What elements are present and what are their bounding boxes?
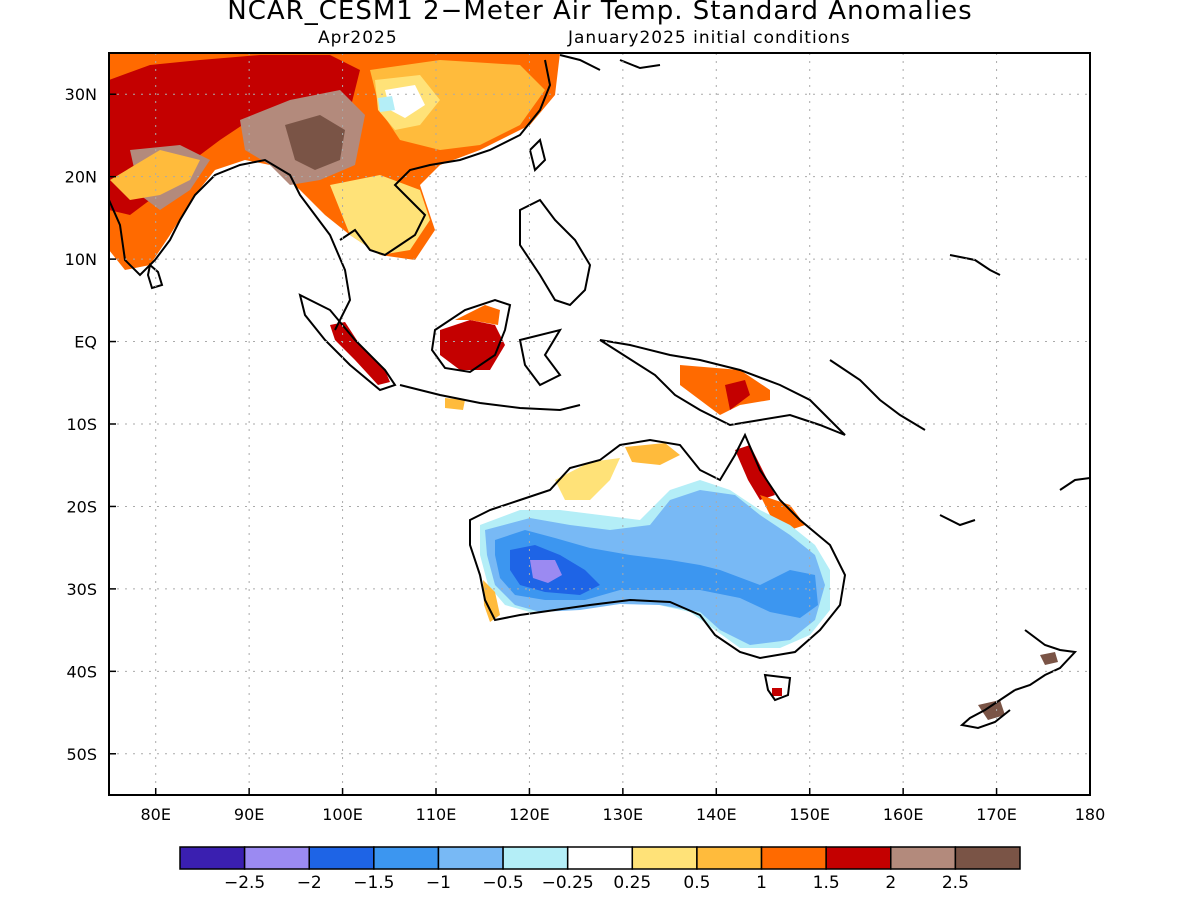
colorbar-swatch (243, 846, 310, 870)
anomaly-region-australia-north-moderate (625, 443, 680, 465)
longitude-axis: 80E 90E 100E 110E 120E 130E 140E 150E 160E 170E 18… (140, 788, 1105, 824)
anomaly-region-queensland-coast (760, 495, 805, 530)
colorbar-swatch (179, 846, 246, 870)
anomaly-region-nz-south (978, 700, 1005, 720)
colorbar-label: 2.5 (942, 873, 969, 893)
chart-title: NCAR_CESM1 2−Meter Air Temp. Standard An… (227, 0, 973, 26)
forecast-month: Apr2025 (318, 28, 398, 48)
colorbar-swatch (825, 846, 892, 870)
colorbar-label: −1.5 (353, 873, 394, 893)
colorbar-swatch (954, 846, 1021, 870)
lon-tick-label: 160E (883, 805, 924, 824)
lat-tick-label: 30S (66, 580, 97, 599)
colorbar-label: −0.5 (482, 873, 523, 893)
lat-tick-label: 20S (66, 497, 97, 516)
lat-tick-label: 10S (66, 415, 97, 434)
anomaly-region-australia-north-weak (555, 458, 620, 500)
colorbar-swatch (373, 846, 440, 870)
lon-tick-label: 110E (416, 805, 457, 824)
colorbar: −2.5 −2 −1.5 −1 −0.5 −0.25 0.25 0.5 1 1.5 2 2.5 (179, 846, 1021, 893)
colorbar-label: 1.5 (813, 873, 840, 893)
lat-tick-label: 50S (66, 745, 97, 764)
lat-tick-label: 10N (65, 250, 97, 269)
colorbar-label: −1 (426, 873, 451, 893)
lat-tick-label: 40S (66, 662, 97, 681)
colorbar-label: −0.25 (542, 873, 594, 893)
lat-tick-label: 20N (65, 168, 97, 187)
colorbar-swatch (631, 846, 698, 870)
lon-tick-label: 130E (603, 805, 644, 824)
anomaly-region-australia-mid-blue (495, 530, 818, 618)
lon-tick-label: 150E (789, 805, 830, 824)
lon-tick-label: 80E (140, 805, 170, 824)
anomaly-region-borneo-ring (455, 305, 500, 325)
lat-tick-label: 30N (65, 85, 97, 104)
anomaly-region-australia-sw-warm (483, 580, 500, 622)
anomaly-region-australia-purple (530, 560, 562, 583)
anomaly-region-china-neutral (385, 85, 425, 118)
latitude-axis: 30N 20N 10N EQ 10S 20S 30S 40S 50S (65, 85, 116, 764)
colorbar-swatch (437, 846, 504, 870)
colorbar-label: 0.25 (613, 873, 651, 893)
colorbar-swatch (566, 846, 634, 870)
anomaly-region-borneo-strong (440, 320, 505, 370)
colorbar-label: 1 (756, 873, 767, 893)
anomaly-region-java (445, 398, 465, 410)
anomaly-region-tibet-core (285, 115, 345, 170)
lon-tick-label: 140E (696, 805, 737, 824)
colorbar-swatch (890, 846, 957, 870)
anomaly-region-mainland-north (110, 150, 200, 200)
lon-tick-label: 180 (1075, 805, 1106, 824)
lon-tick-label: 100E (322, 805, 363, 824)
colorbar-label: −2.5 (224, 873, 265, 893)
colorbar-swatch (696, 846, 763, 870)
lat-tick-label: EQ (74, 333, 97, 352)
anomaly-region-new-guinea (680, 365, 770, 415)
map-content (109, 53, 1090, 730)
lon-tick-label: 120E (509, 805, 550, 824)
anomaly-region-cape-york (735, 445, 775, 500)
anomaly-region-south-asia-strong (109, 55, 360, 215)
graticule (109, 53, 1090, 795)
initial-conditions: January2025 initial conditions (568, 28, 851, 48)
anomaly-region-tasmania (772, 688, 782, 696)
anomaly-region-china-cool (378, 96, 395, 112)
anomaly-region-new-guinea-strong (725, 380, 750, 410)
anomaly-region-sumatra (330, 322, 390, 385)
colorbar-swatch (760, 846, 827, 870)
colorbar-label: −2 (297, 873, 322, 893)
colorbar-swatch (502, 846, 569, 870)
lon-tick-label: 170E (976, 805, 1017, 824)
lon-tick-label: 90E (234, 805, 264, 824)
colorbar-label: 2 (885, 873, 896, 893)
colorbar-label: 0.5 (683, 873, 710, 893)
anomaly-region-nz-north (1040, 652, 1058, 665)
colorbar-swatch (308, 846, 375, 870)
